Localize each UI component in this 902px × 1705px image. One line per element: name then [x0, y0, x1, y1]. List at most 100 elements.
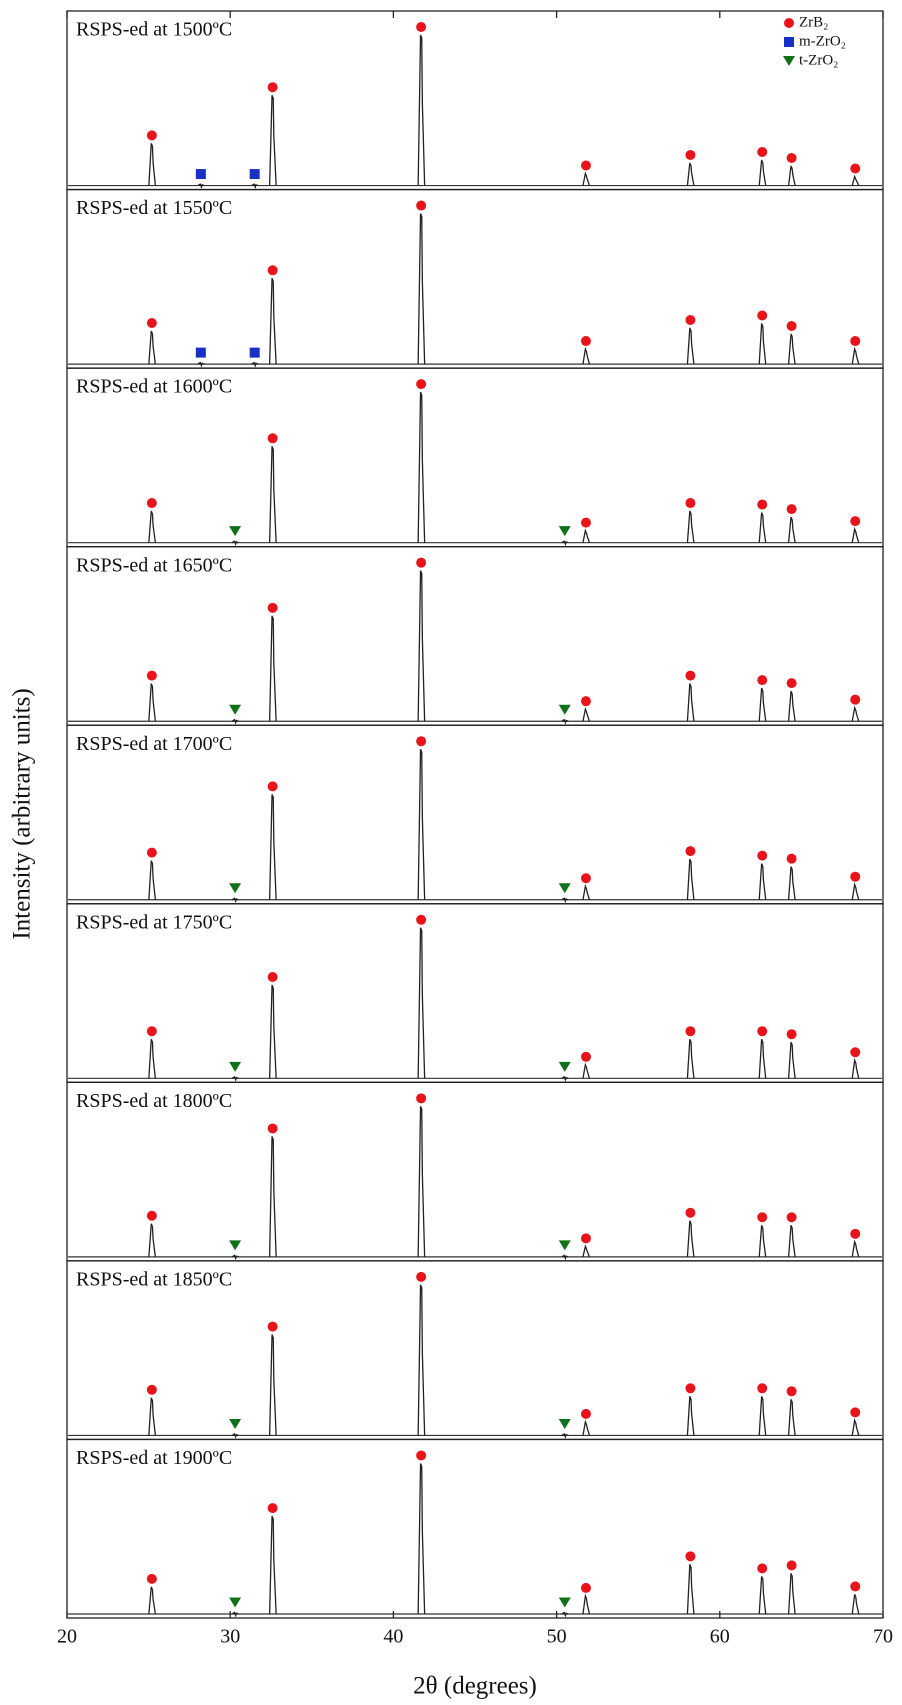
peak — [197, 361, 205, 368]
phase-marker — [786, 321, 797, 331]
peak — [851, 1594, 860, 1615]
legend-marker — [784, 37, 794, 47]
phase-marker — [786, 504, 797, 515]
legend-label: ZrB₂ — [799, 14, 828, 30]
peak — [417, 213, 426, 365]
phase-marker — [685, 670, 696, 681]
phase-marker — [146, 1573, 157, 1584]
peak — [851, 1057, 860, 1079]
phase-marker — [850, 694, 861, 705]
panel-label: RSPS-ed at 1750ºC — [76, 911, 232, 933]
peak — [582, 1419, 591, 1436]
phase-marker — [267, 1503, 278, 1514]
phase-marker — [580, 336, 591, 347]
phase-marker — [229, 1061, 242, 1072]
peak — [148, 1223, 157, 1257]
legend-label: t-ZrO₂ — [799, 52, 838, 68]
x-tick-label: 50 — [547, 1626, 567, 1648]
phase-marker — [558, 883, 571, 894]
phase-marker — [580, 517, 591, 528]
peak — [787, 690, 796, 722]
y-axis-label: Intensity (arbitrary units) — [9, 688, 36, 939]
phase-marker — [757, 310, 768, 321]
phase-marker — [229, 704, 242, 715]
peak — [268, 94, 277, 186]
peak — [851, 346, 860, 365]
legend-marker — [784, 18, 794, 28]
phase-marker — [267, 602, 278, 613]
peak — [268, 1136, 277, 1257]
peak — [758, 1225, 767, 1257]
phase-marker — [146, 317, 157, 328]
phase-marker — [267, 971, 278, 982]
phase-marker — [850, 871, 861, 882]
peak — [231, 718, 239, 725]
peak — [758, 1576, 767, 1615]
phase-marker — [267, 433, 278, 444]
peak — [251, 361, 259, 368]
peak — [417, 34, 426, 186]
peak — [851, 1417, 860, 1436]
peak — [758, 687, 767, 722]
phase-marker — [416, 736, 427, 747]
phase-marker — [757, 1212, 768, 1223]
phase-marker — [757, 1026, 768, 1037]
phase-marker — [685, 498, 696, 509]
peak — [851, 705, 860, 722]
phase-marker — [267, 1321, 278, 1332]
phase-marker — [416, 914, 427, 925]
phase-marker — [267, 781, 278, 792]
phase-marker — [146, 847, 157, 858]
peak — [582, 528, 591, 543]
phase-marker — [267, 265, 278, 276]
phase-marker — [229, 1597, 242, 1608]
phase-marker — [685, 1026, 696, 1037]
peak — [148, 330, 157, 365]
peak — [561, 1075, 569, 1082]
phase-marker — [786, 1029, 797, 1040]
peak — [268, 984, 277, 1079]
phase-marker — [580, 1233, 591, 1244]
peak — [582, 706, 591, 722]
legend-label: m-ZrO₂ — [799, 33, 846, 49]
peak — [561, 1432, 569, 1440]
panel-label: RSPS-ed at 1500ºC — [76, 19, 232, 41]
peak — [417, 570, 426, 722]
peak — [417, 1106, 426, 1257]
peak — [758, 1396, 767, 1436]
phase-marker — [850, 516, 861, 527]
peak — [582, 346, 591, 365]
phase-marker — [229, 1240, 242, 1251]
peak — [268, 1515, 277, 1615]
peak — [686, 162, 695, 186]
peak — [148, 1397, 157, 1436]
phase-marker — [146, 130, 157, 141]
phase-marker — [786, 152, 797, 163]
peak — [148, 510, 157, 543]
peak — [231, 540, 239, 547]
phase-marker — [146, 1026, 157, 1037]
peak — [686, 510, 695, 543]
phase-marker — [757, 850, 768, 861]
phase-marker — [685, 149, 696, 160]
peak — [417, 391, 426, 543]
phase-marker — [685, 846, 696, 857]
phase-marker — [416, 200, 427, 211]
peak — [231, 1611, 239, 1618]
peak — [758, 1038, 767, 1079]
phase-marker — [146, 670, 157, 681]
phase-marker — [786, 1560, 797, 1571]
panel-label: RSPS-ed at 1850ºC — [76, 1268, 232, 1290]
phase-marker — [685, 1207, 696, 1218]
phase-marker — [757, 1383, 768, 1394]
phase-marker — [580, 1582, 591, 1593]
peak — [417, 748, 426, 900]
phase-marker — [850, 1047, 861, 1058]
x-tick-label: 40 — [383, 1626, 403, 1648]
peak — [686, 1396, 695, 1436]
peak — [231, 1075, 239, 1082]
legend-marker — [783, 56, 795, 66]
peak — [686, 1038, 695, 1079]
peak — [582, 1593, 591, 1615]
